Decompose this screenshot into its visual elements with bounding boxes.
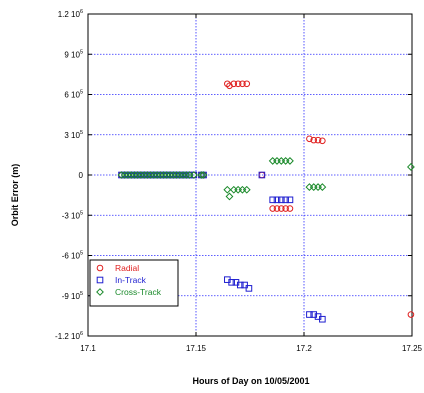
y-tick-label: 9 105 bbox=[64, 49, 83, 59]
cross-track-point bbox=[318, 183, 327, 191]
cross-track-point bbox=[175, 171, 184, 179]
in-track-point bbox=[319, 315, 326, 323]
in-track-point bbox=[310, 311, 318, 318]
radial-point bbox=[243, 80, 251, 88]
cross-track-point bbox=[197, 171, 206, 179]
data-series bbox=[117, 80, 415, 323]
in-track-point bbox=[286, 196, 294, 204]
tick-labels: 17.1 17.15 17.2 17.25 1.2 106 9 105 6 105 3 105… bbox=[55, 9, 423, 353]
y-tick-label: 1.2 106 bbox=[58, 9, 83, 19]
cross-track-point bbox=[133, 171, 142, 179]
legend: Radial In-Track Cross-Track bbox=[89, 259, 179, 307]
cross-track-point bbox=[286, 157, 294, 165]
radial-point bbox=[407, 311, 415, 318]
cross-track-point bbox=[146, 171, 155, 179]
radial-point bbox=[234, 80, 242, 88]
cross-track-point bbox=[137, 171, 145, 179]
cross-track-point bbox=[153, 171, 162, 179]
cross-track-point bbox=[162, 171, 171, 179]
in-track-point bbox=[228, 279, 235, 286]
radial-point bbox=[282, 205, 289, 212]
radial-point bbox=[273, 205, 281, 212]
cross-track-point bbox=[140, 171, 149, 179]
y-tick-label: -6 105 bbox=[62, 251, 83, 261]
radial-point bbox=[286, 205, 294, 212]
axes bbox=[87, 13, 413, 337]
y-tick-label: 3 105 bbox=[64, 130, 83, 140]
radial-point bbox=[314, 136, 322, 144]
radial-point bbox=[306, 135, 313, 143]
cross-track-point bbox=[182, 171, 191, 179]
y-tick-label: -1.2 106 bbox=[55, 331, 83, 341]
legend-label-radial: Radial bbox=[115, 263, 139, 273]
cross-track-point bbox=[120, 171, 129, 179]
cross-track-point bbox=[179, 171, 187, 179]
in-track-point bbox=[241, 281, 248, 289]
y-tick-label: -3 105 bbox=[62, 210, 83, 220]
in-track-point bbox=[278, 196, 285, 204]
cross-track-point bbox=[223, 185, 232, 194]
cross-track-point bbox=[149, 171, 158, 179]
cross-track-point bbox=[407, 163, 415, 171]
legend-marker-in-track bbox=[96, 276, 104, 284]
radial-point bbox=[230, 80, 238, 88]
cross-track-point bbox=[169, 171, 178, 179]
cross-track-point bbox=[130, 171, 139, 179]
cross-track-point bbox=[127, 171, 136, 179]
x-tick-label: 17.25 bbox=[402, 344, 423, 353]
x-tick-label: 17.2 bbox=[296, 344, 312, 353]
cross-track-point bbox=[199, 171, 208, 179]
x-axis-label: Hours of Day on 10/05/2001 bbox=[192, 376, 309, 386]
radial-point bbox=[310, 136, 318, 144]
in-track-point bbox=[236, 281, 244, 289]
cross-track-point bbox=[172, 171, 181, 179]
y-tick-label: -9 105 bbox=[62, 291, 83, 301]
cross-track-point bbox=[166, 171, 174, 179]
legend-marker-cross-track bbox=[96, 288, 104, 296]
cross-track-point bbox=[189, 171, 198, 179]
cross-track-point bbox=[225, 192, 234, 201]
radial-point bbox=[224, 80, 231, 88]
in-track-point bbox=[306, 311, 313, 318]
in-track-point bbox=[258, 171, 266, 179]
legend-label-cross-track: Cross-Track bbox=[115, 287, 162, 297]
in-track-point bbox=[245, 285, 253, 292]
radial-point bbox=[269, 205, 276, 212]
radial-point bbox=[239, 80, 246, 88]
legend-marker-radial bbox=[96, 264, 104, 272]
cross-track-point bbox=[242, 185, 251, 194]
cross-track-point bbox=[143, 171, 152, 179]
legend-label-in-track: In-Track bbox=[115, 275, 147, 285]
legend-box bbox=[89, 259, 179, 307]
cross-track-point bbox=[159, 171, 168, 179]
in-track-point bbox=[282, 196, 289, 204]
y-tick-label: 6 105 bbox=[64, 90, 83, 100]
cross-track-point bbox=[117, 171, 126, 179]
x-tick-label: 17.1 bbox=[80, 344, 96, 353]
y-tick-label: 0 bbox=[79, 171, 84, 180]
x-tick-label: 17.15 bbox=[186, 344, 207, 353]
radial-point bbox=[319, 137, 326, 145]
radial-point bbox=[278, 205, 285, 212]
in-track-point bbox=[269, 196, 276, 204]
series-cross-track bbox=[117, 157, 415, 201]
cross-track-point bbox=[124, 171, 132, 179]
cross-track-point bbox=[156, 171, 165, 179]
in-track-point bbox=[273, 196, 281, 204]
y-axis-label: Orbit Error (m) bbox=[10, 164, 20, 227]
